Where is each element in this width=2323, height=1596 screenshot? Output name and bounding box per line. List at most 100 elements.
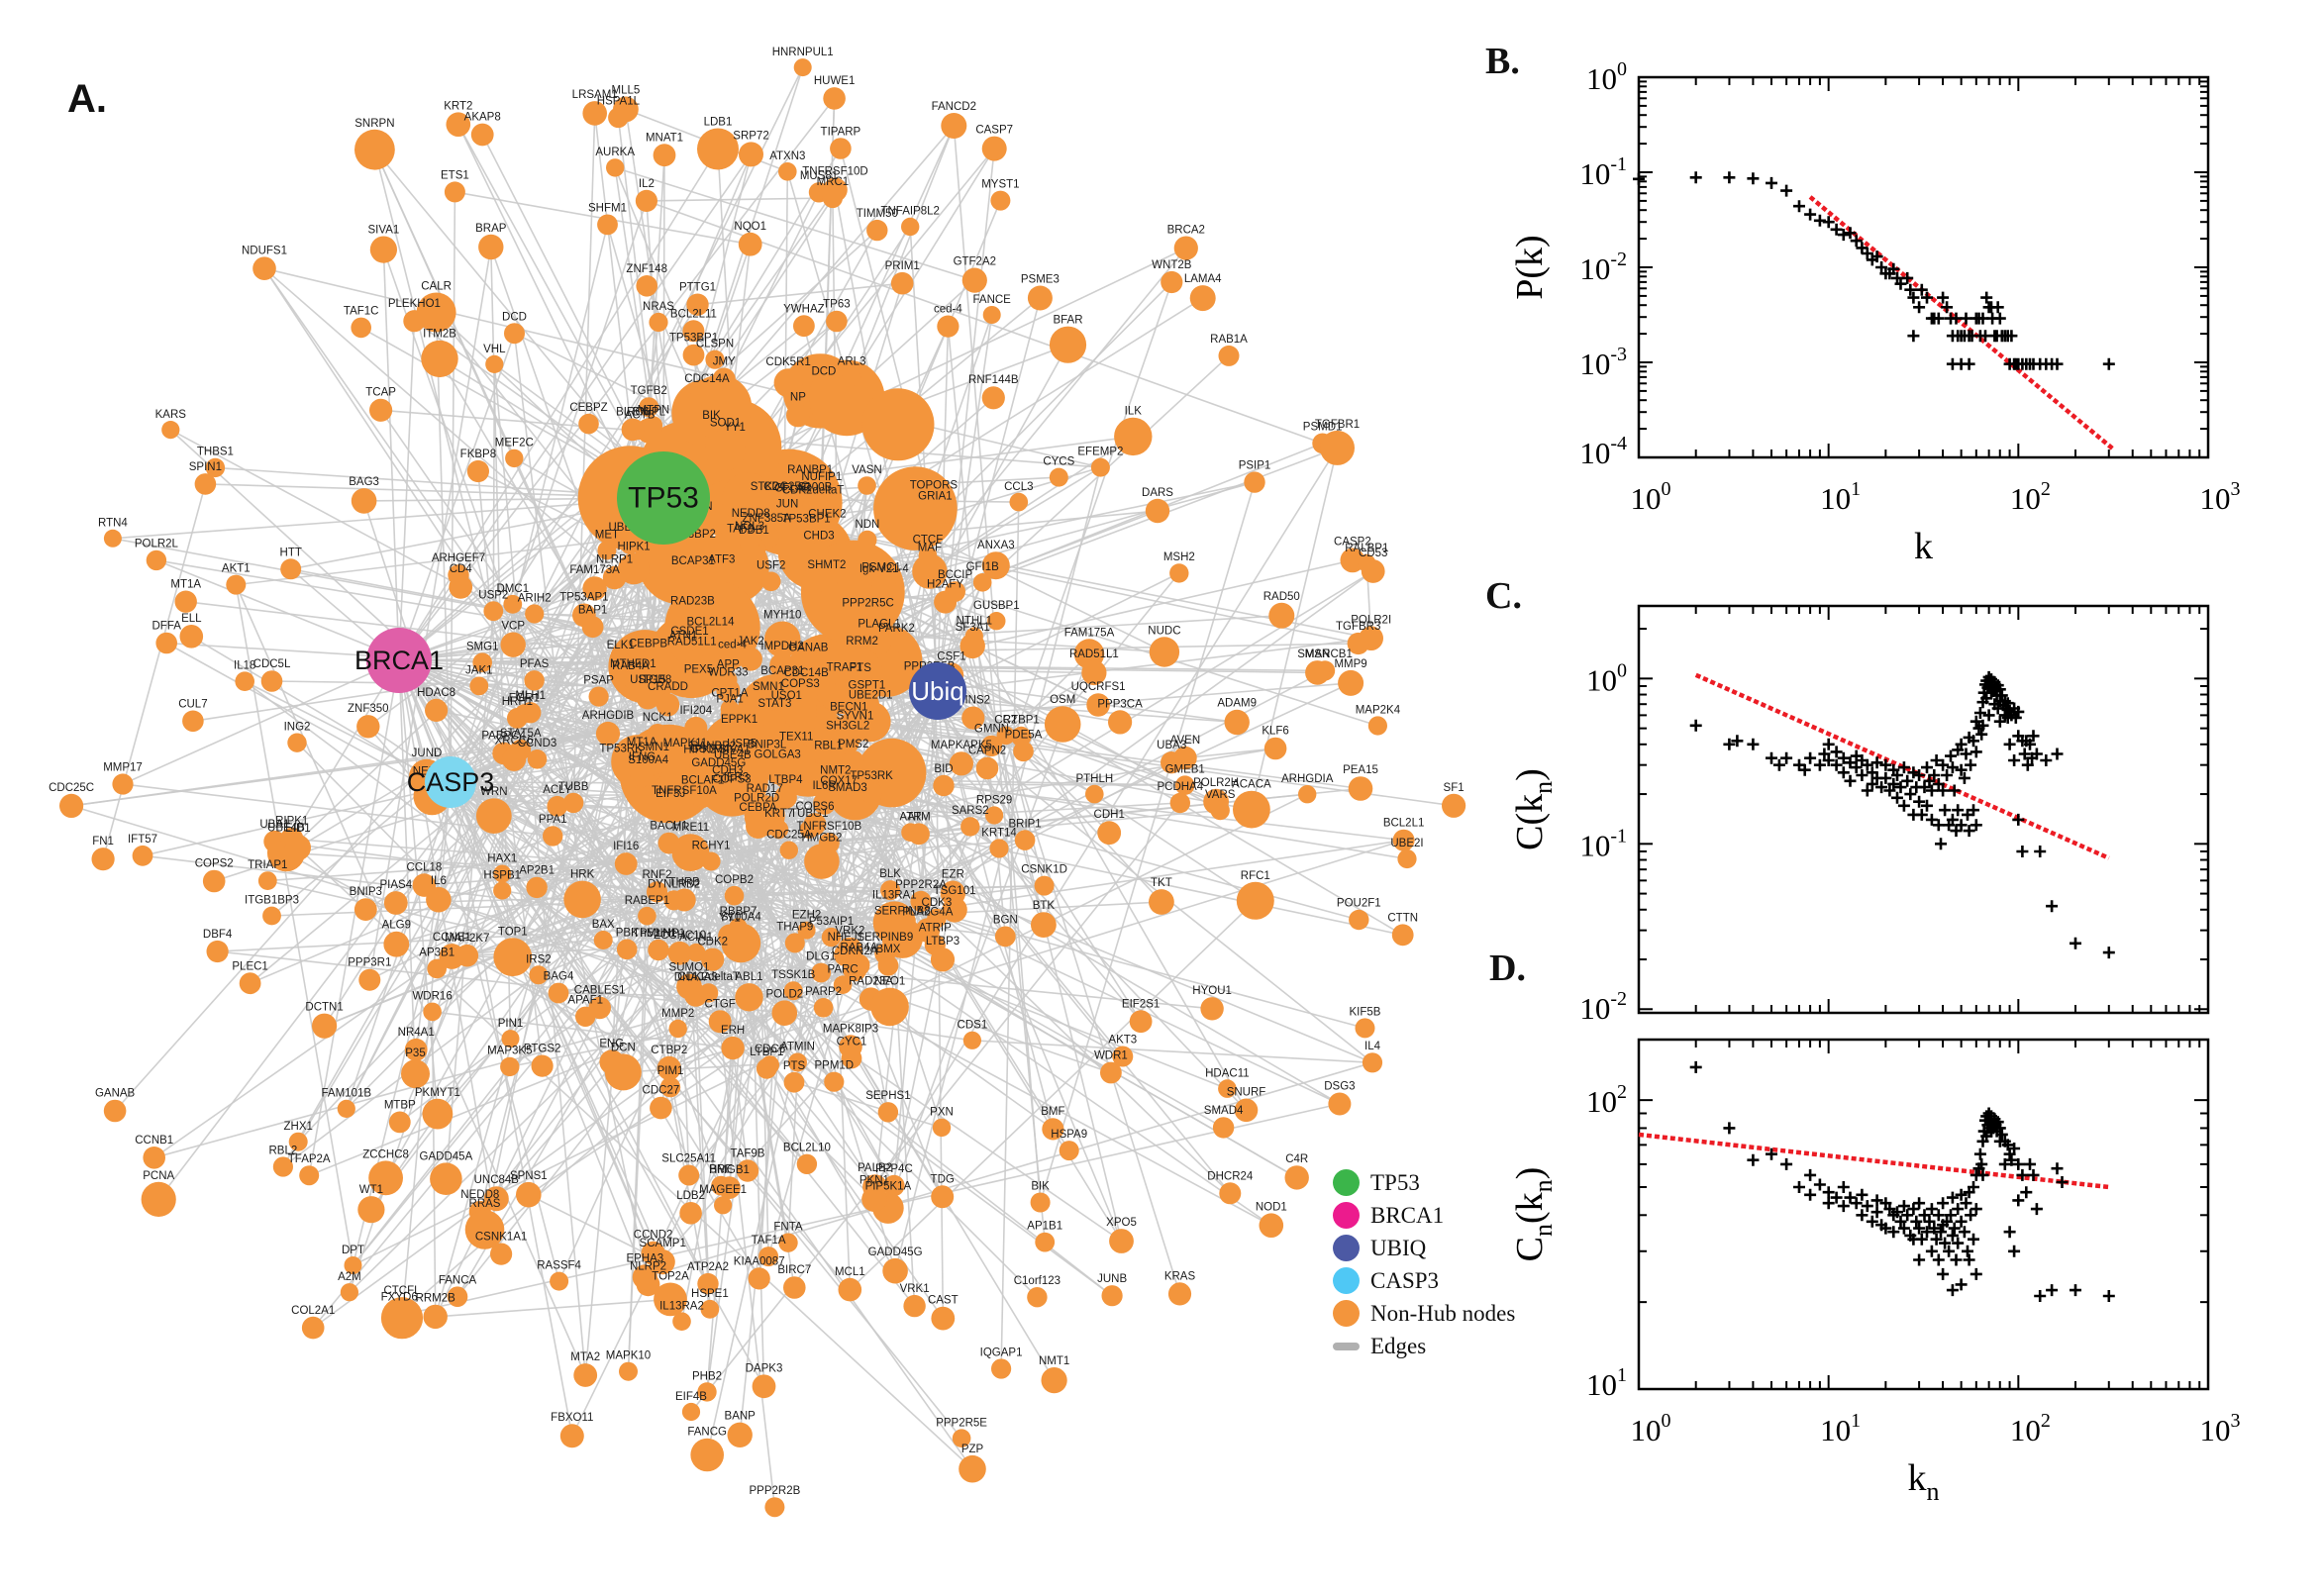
network-node-label: IL2 xyxy=(639,178,655,190)
network-node xyxy=(401,1059,430,1089)
network-node-label: BLK xyxy=(879,868,901,880)
data-point-marker xyxy=(1870,1206,1883,1219)
y-axis-title: Cn(kn) xyxy=(1509,1167,1558,1262)
network-edge xyxy=(308,659,400,1176)
network-node xyxy=(470,123,494,147)
data-point-marker xyxy=(1861,248,1873,259)
network-hubs: TP53 BRCA1 Ubiq CASP3 xyxy=(354,451,966,808)
data-point-marker xyxy=(1747,1153,1760,1166)
network-node-label: SF3A1 xyxy=(956,622,990,634)
network-edge xyxy=(824,802,1341,1105)
network-node xyxy=(608,107,629,129)
network-node-label: NTHL1 xyxy=(957,616,992,628)
network-edge xyxy=(1005,735,1046,886)
network-node-label: FAM101B xyxy=(322,1088,372,1100)
data-point-marker xyxy=(1901,271,1914,284)
network-node-label: TDG xyxy=(931,1173,955,1185)
network-node xyxy=(205,457,226,478)
network-node xyxy=(1049,467,1068,487)
data-point-marker xyxy=(1937,1267,1950,1280)
network-node xyxy=(516,1181,542,1208)
network-node xyxy=(597,214,618,236)
network-node xyxy=(472,652,493,672)
data-point-marker xyxy=(1925,1245,1938,1257)
network-node xyxy=(1244,471,1265,493)
network-node-label: ENG xyxy=(599,1038,624,1049)
data-point-marker xyxy=(1766,176,1777,189)
network-node xyxy=(354,898,377,921)
network-node-label: GADD45G xyxy=(691,757,746,769)
data-point-marker xyxy=(1975,728,1988,741)
data-point-marker xyxy=(1970,1267,1982,1280)
network-node xyxy=(793,58,812,77)
network-node xyxy=(430,1162,462,1195)
axis-ticks xyxy=(1638,1040,2209,1390)
network-node xyxy=(701,948,725,971)
panel-a-label: A. xyxy=(67,77,107,121)
network-node xyxy=(354,129,395,170)
network-node xyxy=(582,101,607,126)
network-node-label: COPS2 xyxy=(195,858,234,870)
network-node xyxy=(1348,776,1373,801)
data-point-marker xyxy=(1952,804,1965,817)
network-node-label: WT1 xyxy=(359,1184,383,1196)
network-node-label: GMNN xyxy=(974,724,1009,736)
network-node xyxy=(871,574,897,600)
network-node-label: MAPK11 xyxy=(663,738,708,749)
network-node xyxy=(638,649,658,669)
network-node-label: CCND3 xyxy=(518,738,557,749)
network-node-label: FAM173A xyxy=(569,564,620,576)
network-node xyxy=(719,670,738,689)
hub-label-casp3: CASP3 xyxy=(407,767,495,797)
network-node xyxy=(559,1424,584,1448)
network-node-label: DARS xyxy=(1142,487,1173,499)
network-node-label: RNF2 xyxy=(642,869,671,881)
network-node-label: ELK1 xyxy=(607,640,635,651)
network-node-label: RANBP1 xyxy=(787,464,833,476)
network-node xyxy=(714,1196,733,1215)
network-node xyxy=(1173,746,1197,770)
data-point-marker xyxy=(1850,235,1863,248)
network-node xyxy=(1112,1046,1134,1067)
network-node xyxy=(758,1247,779,1267)
network-edge xyxy=(297,815,495,1143)
network-node xyxy=(616,939,638,960)
network-node-label: RAB4A xyxy=(841,943,878,954)
network-edge xyxy=(450,781,875,1200)
network-node-label: KIAA0087 xyxy=(734,1255,785,1267)
network-node-label: CSNK1A1 xyxy=(475,1232,527,1244)
hub-label-tp53: TP53 xyxy=(628,482,699,515)
network-node xyxy=(823,87,846,110)
network-node xyxy=(842,750,864,773)
network-node xyxy=(932,1118,952,1138)
network-node xyxy=(682,344,705,366)
network-node xyxy=(337,1099,355,1118)
network-node xyxy=(962,1031,982,1049)
network-node-label: CSDE1 xyxy=(670,626,708,638)
network-node-label: LTBP4 xyxy=(768,774,803,786)
network-edge xyxy=(1005,735,1181,1295)
data-point-marker xyxy=(1963,1253,1975,1266)
data-point-marker xyxy=(2012,705,2025,718)
network-node-label: RAD51L1 xyxy=(667,637,717,648)
network-node-label: MMP2 xyxy=(661,1008,694,1020)
network-node-label: STAT5A xyxy=(500,728,542,740)
network-node xyxy=(155,632,177,654)
network-node-label: KLF6 xyxy=(1262,726,1289,738)
network-node xyxy=(1169,792,1191,814)
panel-b-label: B. xyxy=(1485,41,1520,82)
network-node xyxy=(678,1164,700,1186)
network-node-label: FXYD6 xyxy=(381,1291,418,1303)
network-node-label: BRIP1 xyxy=(1008,818,1041,830)
network-node xyxy=(235,671,254,691)
network-node xyxy=(427,958,448,979)
network-node-label: ZNF385A xyxy=(742,513,791,525)
data-point-marker xyxy=(2008,1143,2021,1154)
data-point-marker xyxy=(1897,761,1910,774)
data-point-marker xyxy=(1950,1253,1963,1266)
network-node-label: MRC1 xyxy=(817,176,850,188)
data-point-marker xyxy=(1856,1209,1868,1222)
data-point-marker xyxy=(1844,774,1857,787)
data-point-marker xyxy=(1915,1233,1928,1246)
